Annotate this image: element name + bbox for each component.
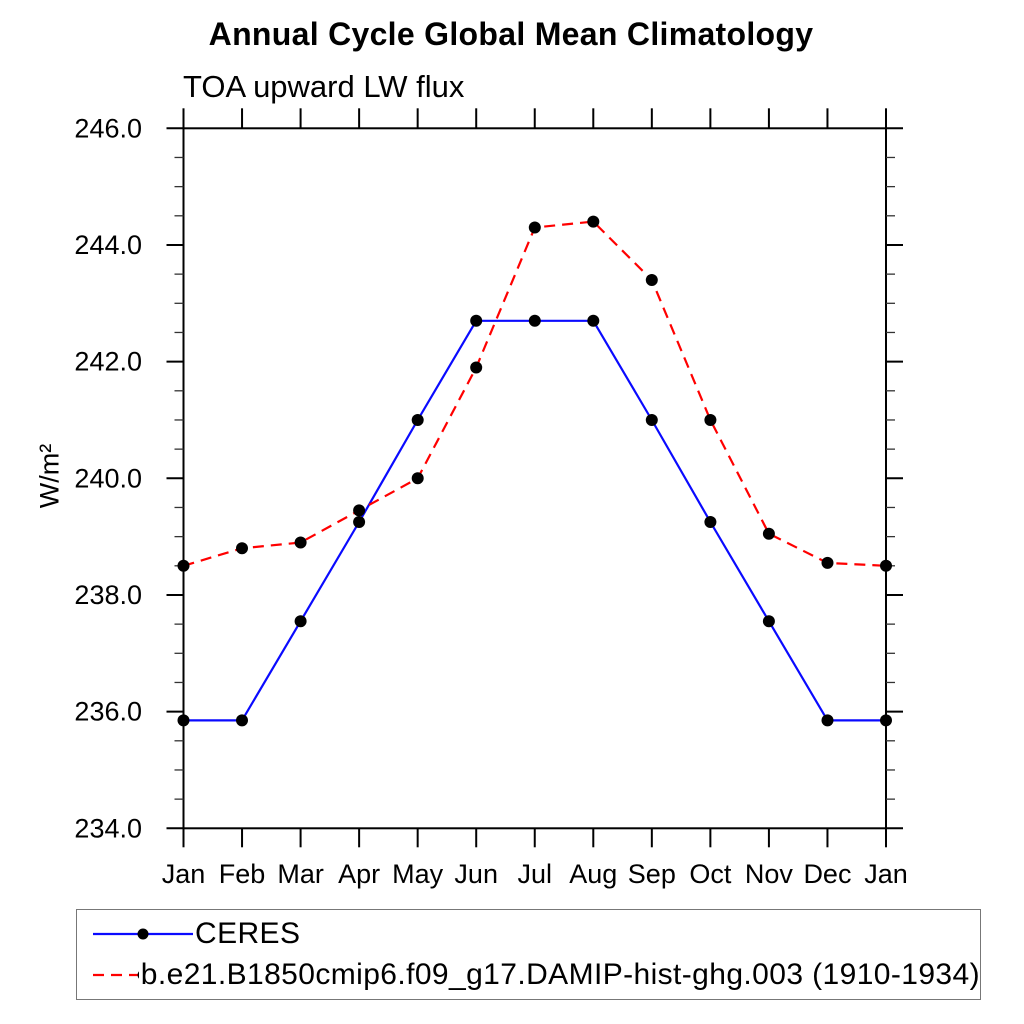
series-line	[183, 220, 887, 567]
x-axis: Jan Feb Mar Apr May Jun Jul Aug Sep Oct Nov Dec Jan	[162, 108, 908, 889]
data-point	[762, 527, 775, 540]
data-point	[353, 516, 366, 528]
legend: CERES b.e21.B1850cmip6.f09_g17.DAMIP-hist…	[76, 909, 981, 1000]
chart-title: Annual Cycle Global Mean Climatology	[208, 16, 814, 52]
x-tick-label: Jan	[162, 859, 206, 889]
y-axis: 234.0 236.0 238.0 240.0 242.0 244.0 246.0	[74, 113, 903, 843]
legend-label: b.e21.B1850cmip6.f09_g17.DAMIP-hist-ghg.…	[140, 958, 980, 991]
data-point	[353, 504, 366, 517]
data-point	[762, 615, 775, 628]
y-tick-label: 240.0	[74, 463, 142, 493]
y-tick-label: 236.0	[74, 697, 142, 727]
y-tick-label: 242.0	[74, 347, 142, 377]
data-point	[236, 542, 248, 555]
legend-item: CERES	[93, 914, 980, 955]
legend-item: b.e21.B1850cmip6.f09_g17.DAMIP-hist-ghg.…	[93, 955, 980, 996]
data-point	[704, 516, 717, 528]
x-tick-label: Aug	[569, 859, 617, 889]
data-point	[587, 215, 600, 228]
x-tick-label: Jul	[517, 859, 552, 889]
data-point	[470, 361, 483, 374]
data-point	[470, 314, 483, 327]
x-tick-label: Sep	[628, 859, 676, 889]
x-tick-label: Oct	[689, 859, 732, 889]
x-tick-label: Jun	[454, 859, 498, 889]
data-point	[294, 615, 307, 628]
x-tick-label: Dec	[803, 859, 851, 889]
x-tick-label: Feb	[219, 859, 266, 889]
series-ceres	[177, 314, 892, 727]
x-tick-label: Apr	[338, 859, 380, 889]
y-tick-label: 244.0	[74, 230, 142, 260]
legend-label: CERES	[195, 917, 301, 950]
legend-marker-icon	[137, 971, 139, 979]
data-point	[411, 414, 424, 426]
data-point	[821, 714, 834, 727]
data-point	[880, 714, 892, 727]
data-point	[177, 559, 190, 572]
data-point	[880, 559, 892, 572]
y-tick-label: 234.0	[74, 813, 142, 843]
data-point	[528, 314, 541, 327]
legend-marker-icon	[137, 928, 149, 940]
data-point	[645, 274, 658, 286]
x-tick-label: Nov	[745, 859, 794, 889]
data-point	[236, 714, 248, 727]
data-point	[528, 221, 541, 234]
x-tick-label: May	[392, 859, 444, 889]
x-tick-label: Jan	[864, 859, 908, 889]
y-tick-label: 238.0	[74, 580, 142, 610]
data-point	[704, 414, 717, 426]
data-point	[411, 472, 424, 485]
data-point	[645, 414, 658, 426]
series-line	[183, 319, 886, 722]
y-tick-label: 246.0	[74, 113, 142, 143]
series-model	[177, 215, 892, 572]
legend-line-sample	[93, 928, 193, 940]
legend-line-sample	[93, 971, 139, 979]
data-point	[177, 714, 190, 727]
x-tick-label: Mar	[277, 859, 324, 889]
chart-subtitle: TOA upward LW flux	[183, 69, 465, 104]
data-point	[294, 536, 307, 549]
data-point	[821, 556, 834, 569]
data-point	[587, 314, 600, 327]
